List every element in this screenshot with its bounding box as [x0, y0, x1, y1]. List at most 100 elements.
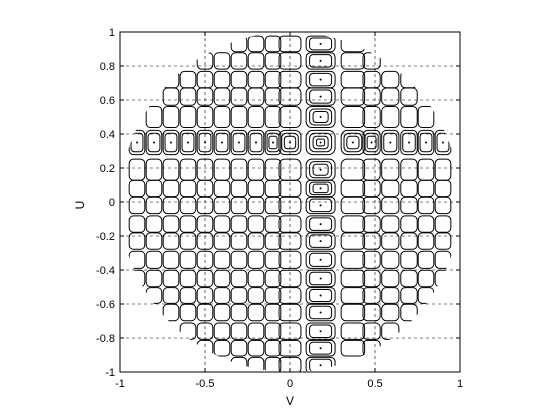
contour-line: [362, 269, 381, 288]
contour-line: [196, 179, 214, 198]
contour-line: [164, 132, 178, 153]
contour-peak-dot: [319, 95, 322, 98]
contour-line: [309, 198, 333, 213]
contour-line: [343, 132, 363, 153]
y-tick-labels: 1 0.8 0.6 0.4 0.2 0 -0.2 -0.4 -0.6 -0.8 -1: [96, 27, 115, 379]
contour-line: [381, 179, 400, 198]
contour-line: [213, 196, 231, 215]
contour-line: [417, 215, 435, 233]
contour-line: [305, 269, 336, 288]
contour-peak-dot: [319, 78, 322, 81]
contour-line: [198, 132, 212, 153]
contour-line: [312, 163, 329, 176]
contour-line: [230, 269, 248, 288]
contour-lobes: [128, 35, 452, 372]
contour-line: [181, 132, 195, 153]
contour-line: [381, 196, 400, 215]
contour-line: [247, 287, 265, 304]
contour-line: [381, 215, 400, 233]
contour-line: [362, 322, 381, 340]
contour-line: [400, 287, 418, 304]
contour-peak-dot: [319, 168, 322, 171]
contour-line: [196, 105, 214, 129]
contour-line: [278, 179, 302, 198]
contour-line: [162, 179, 180, 198]
contour-peak-dot: [319, 141, 322, 144]
contour-line: [230, 303, 248, 322]
contour-line: [278, 356, 302, 372]
contour-peak-dot: [136, 141, 138, 144]
contour-line: [305, 87, 336, 106]
contour-line: [162, 287, 180, 304]
contour-line: [278, 35, 302, 53]
contour-line: [179, 250, 197, 269]
x-tick-label: 1: [457, 378, 463, 390]
contour-line: [417, 129, 435, 156]
contour-line: [179, 215, 197, 233]
contour-line: [281, 132, 299, 153]
contour-line: [247, 196, 265, 215]
contour-peak-dot: [442, 141, 444, 144]
y-tick-label: 1: [109, 27, 115, 39]
contour-line: [400, 303, 418, 322]
contour-line: [305, 356, 336, 372]
contour-line: [264, 303, 282, 322]
contour-line: [316, 138, 326, 147]
contour-line: [340, 179, 366, 198]
contour-line: [145, 105, 163, 129]
contour-line: [128, 215, 146, 233]
contour-peak-dot: [408, 141, 410, 144]
contour-line: [417, 250, 435, 269]
contour-line: [247, 105, 265, 129]
contour-line: [309, 72, 333, 87]
contour-line: [196, 269, 214, 288]
contour-line: [305, 287, 336, 304]
contour-line: [400, 232, 418, 250]
contour-line: [179, 196, 197, 215]
contour-line: [179, 129, 197, 156]
contour-peak-dot: [319, 311, 322, 314]
contour-line: [264, 196, 282, 215]
contour-line: [309, 37, 333, 51]
contour-line: [278, 322, 302, 340]
contour-line: [249, 132, 263, 153]
contour-line: [179, 287, 197, 304]
contour-line: [196, 215, 214, 233]
contour-line: [278, 287, 302, 304]
contour-line: [400, 129, 418, 156]
contour-peak-dot: [221, 141, 223, 144]
contour-peak-dot: [319, 364, 322, 367]
contour-line: [278, 129, 302, 156]
contour-line: [196, 232, 214, 250]
contour-line: [247, 52, 265, 70]
contour-line: [278, 196, 302, 215]
contour-line: [215, 132, 229, 153]
contour-line: [230, 196, 248, 215]
contour-line: [366, 135, 377, 150]
contour-line: [247, 232, 265, 250]
contour-line: [381, 250, 400, 269]
contour-line: [230, 87, 248, 106]
contour-line: [230, 52, 248, 70]
contour-line: [305, 215, 336, 233]
contour-line: [400, 179, 418, 198]
contour-line: [264, 105, 282, 129]
contour-peak-dot: [319, 223, 322, 226]
contour-line: [340, 232, 366, 250]
contour-line: [400, 196, 418, 215]
contour-line: [305, 303, 336, 322]
contour-line: [247, 339, 265, 357]
contour-line: [278, 250, 302, 269]
contour-line: [381, 269, 400, 288]
contour-line: [264, 87, 282, 106]
contour-line: [162, 303, 180, 322]
contour-line: [417, 179, 435, 198]
contour-line: [247, 356, 265, 372]
contour-line: [247, 87, 265, 106]
contour-line: [145, 196, 163, 215]
contour-line: [230, 129, 248, 156]
contour-line: [230, 105, 248, 129]
contour-peak-dot: [289, 141, 291, 144]
contour-line: [162, 196, 180, 215]
contour-line: [145, 269, 163, 288]
